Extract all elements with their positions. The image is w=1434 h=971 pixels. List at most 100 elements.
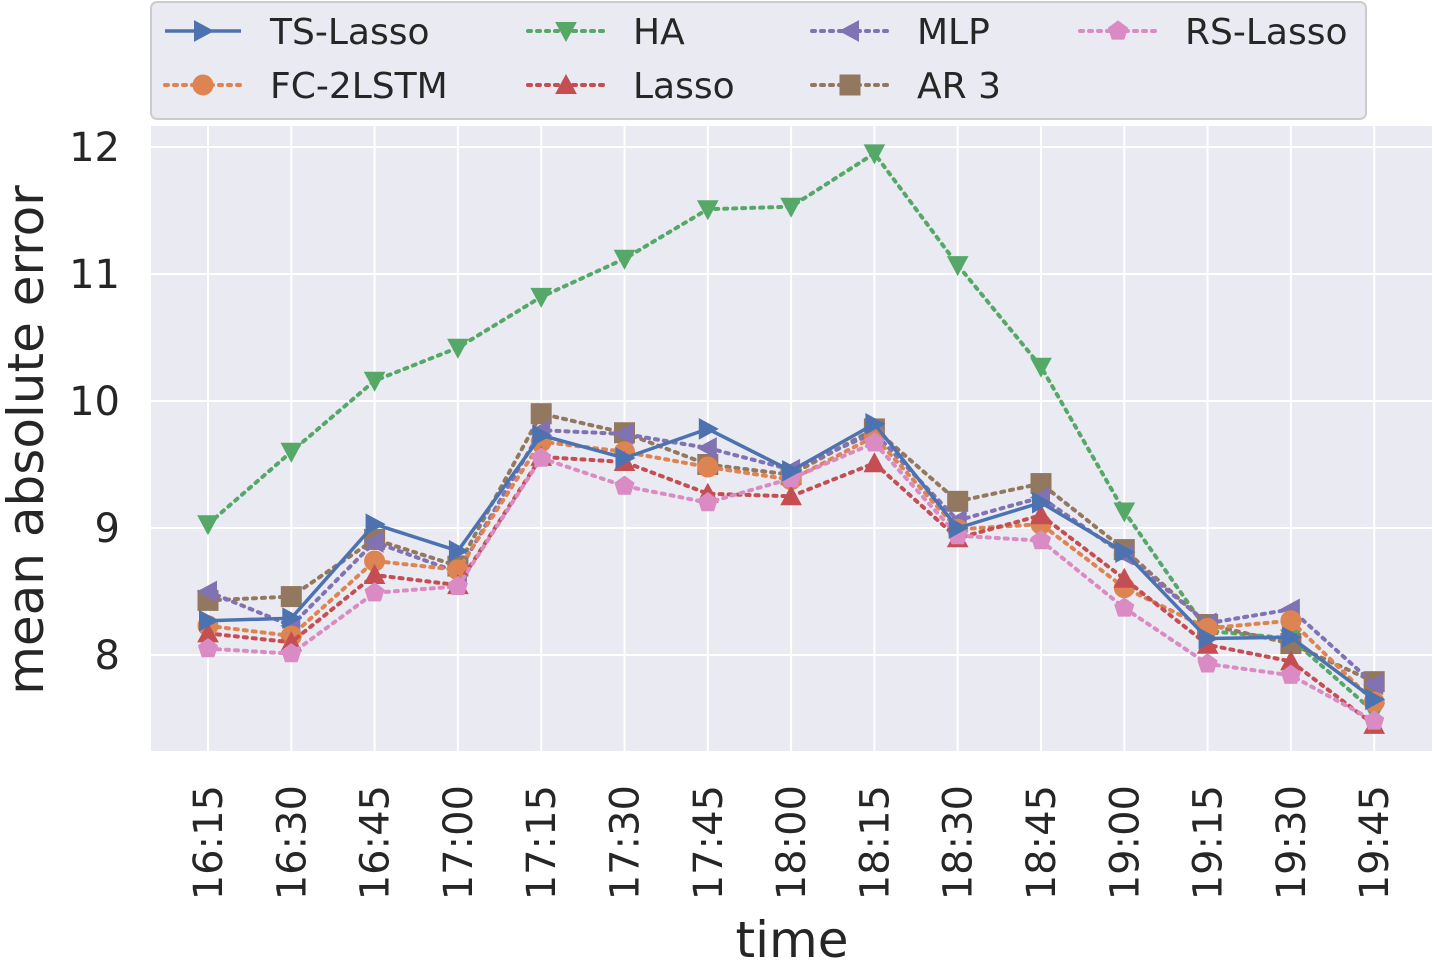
data-point-fc-2lstm [697,456,719,478]
x-tick-label: 18:15 [852,785,898,900]
data-point-ts-lasso [1281,626,1302,649]
legend-label: MLP [917,12,990,53]
data-point-mlp [696,437,717,459]
series-group [196,144,1386,734]
data-point-lasso [863,452,886,473]
data-point-ha [863,144,886,165]
legend-item-ha: HA [526,12,685,53]
data-point-rs-lasso [197,637,219,658]
x-tick-label: 19:00 [1102,785,1148,900]
data-point-ts-lasso [282,607,303,630]
data-point-mlp [363,531,384,553]
data-point-mlp [613,423,634,445]
data-point-rs-lasso [1030,530,1052,550]
data-point-ts-lasso [698,418,719,440]
x-tick-label: 17:00 [436,785,482,900]
legend: TS-Lasso FC-2LSTM HA Lasso MLP AR 3 RS-Lasso [150,1,1367,120]
legend-label: Lasso [633,66,735,107]
y-axis-label: mean absolute error [0,185,55,695]
legend-marker [555,73,577,94]
x-tick-label: 16:45 [353,785,399,900]
data-point-rs-lasso [1197,653,1218,673]
data-point-ts-lasso [448,540,469,562]
data-point-ts-lasso [365,513,386,536]
data-point-rs-lasso [281,643,302,663]
data-point-ha [447,338,469,359]
data-point-ha [696,200,719,221]
data-point-ts-lasso [615,447,636,469]
data-point-ts-lasso [948,517,969,539]
data-point-ts-lasso [1365,688,1386,711]
data-point-ts-lasso [199,609,220,632]
y-tick-label: 8 [95,633,120,679]
data-point-ha [197,515,219,536]
x-tick-label: 16:30 [269,785,315,900]
legend-item-fc-2lstm: FC-2LSTM [163,66,448,107]
x-axis-ticks: 16:15 16:30 16:45 17:00 17:15 17:30 17:45 18:00… [186,785,1398,900]
legend-label: AR 3 [917,66,1001,107]
legend-marker [192,74,214,96]
data-point-lasso [1113,567,1136,588]
legend-marker [1107,20,1129,40]
legend-marker [838,20,859,42]
legend-marker [555,22,577,43]
data-point-ha [1030,357,1052,378]
data-point-rs-lasso [447,575,468,595]
legend-marker [194,20,215,42]
data-point-rs-lasso [614,475,635,495]
data-point-ha [280,442,303,463]
data-point-ar-3 [280,586,302,608]
data-point-fc-2lstm [1280,610,1302,632]
y-tick-label: 10 [69,379,120,425]
x-tick-label: 19:45 [1352,785,1398,900]
x-tick-label: 18:30 [936,785,982,900]
x-tick-label: 17:45 [686,785,732,900]
x-axis-label: time [736,911,849,969]
data-point-rs-lasso [1364,710,1385,730]
data-point-ha [1113,502,1136,523]
legend-label: HA [633,12,685,53]
data-point-ts-lasso [1198,627,1219,650]
y-tick-label: 11 [69,252,120,298]
data-point-rs-lasso [364,582,385,602]
y-tick-label: 9 [95,506,120,552]
data-point-ts-lasso [1115,541,1136,563]
legend-item-lasso: Lasso [526,66,735,107]
data-point-ha [613,249,636,270]
data-point-lasso [1030,504,1052,525]
data-point-ts-lasso [782,460,803,482]
legend-label: FC-2LSTM [270,66,448,107]
data-point-rs-lasso [1114,597,1135,617]
data-point-rs-lasso [1280,664,1301,684]
data-point-lasso [780,485,802,506]
data-point-ha [530,287,553,308]
data-point-ts-lasso [1032,491,1053,514]
data-point-mlp [196,580,217,603]
data-point-ar-3 [530,403,552,425]
x-tick-label: 19:15 [1186,785,1232,900]
series-ts-lasso [199,413,1386,711]
legend-box [150,1,1367,120]
legend-item-ts-lasso: TS-Lasso [165,12,430,53]
legend-label: TS-Lasso [269,12,430,53]
x-tick-label: 18:00 [769,785,815,900]
y-axis-ticks: 8 9 10 11 12 [69,125,120,679]
data-point-rs-lasso [697,491,718,512]
x-tick-label: 19:30 [1269,785,1315,900]
legend-item-mlp: MLP [810,12,990,53]
legend-marker [839,74,861,96]
data-point-ts-lasso [865,413,886,435]
data-point-mlp [1363,673,1384,696]
data-point-ha [946,256,969,277]
data-point-ts-lasso [532,424,553,447]
legend-label: RS-Lasso [1185,12,1348,53]
x-tick-label: 18:45 [1019,785,1065,900]
x-tick-label: 16:15 [186,785,232,900]
y-tick-label: 12 [69,125,120,171]
data-point-ha [780,197,802,218]
x-tick-label: 17:30 [603,785,649,900]
data-point-rs-lasso [531,447,552,467]
x-tick-label: 17:15 [519,785,565,900]
legend-item-ar-3: AR 3 [810,66,1001,107]
